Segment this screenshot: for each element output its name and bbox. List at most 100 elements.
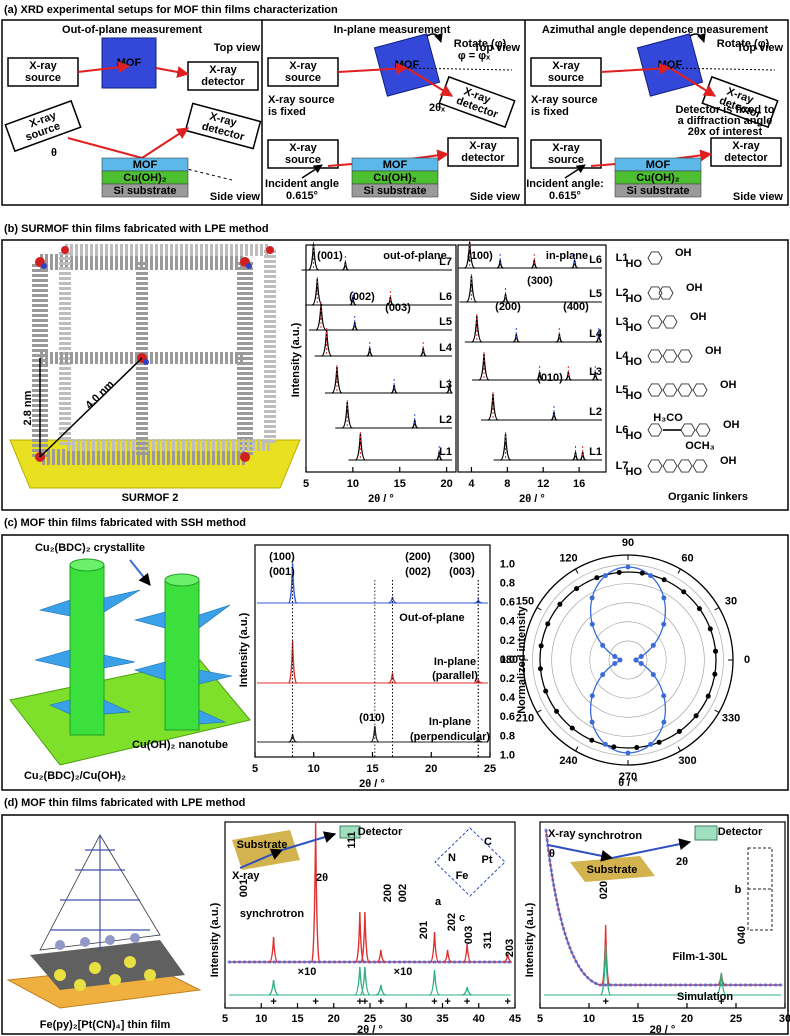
ring bbox=[647, 423, 663, 437]
label: MOF bbox=[133, 159, 158, 171]
label: 2θ / ° bbox=[359, 778, 385, 790]
dot bbox=[638, 653, 644, 659]
panel-a-frame bbox=[1, 19, 789, 206]
label: Si substrate bbox=[114, 185, 177, 197]
label: 0.615° bbox=[286, 190, 318, 202]
label: Cu₂(BDC)₂ crystallite bbox=[35, 542, 145, 554]
label: HO bbox=[626, 390, 643, 402]
dot bbox=[625, 564, 631, 570]
label: L2 bbox=[616, 287, 629, 299]
label: L7 bbox=[616, 460, 629, 472]
x-tick-label: 25 bbox=[364, 1013, 376, 1025]
panel-title: (b) SURMOF thin films fabricated with LP… bbox=[4, 223, 269, 235]
label: 001 bbox=[238, 879, 250, 897]
peak bbox=[430, 931, 439, 963]
label: L4 bbox=[589, 328, 603, 340]
label: φ = φₓ bbox=[458, 50, 491, 62]
label: Top view bbox=[474, 42, 521, 54]
plus: + bbox=[718, 996, 724, 1008]
label: 040 bbox=[736, 926, 748, 944]
label: Film-1-30L bbox=[672, 951, 727, 963]
angle-tick bbox=[714, 709, 720, 713]
x-tick-label: 20 bbox=[328, 1013, 340, 1025]
label: H₃CO bbox=[653, 412, 683, 424]
label: X-ray bbox=[732, 140, 760, 152]
ring bbox=[647, 459, 663, 473]
label: HO bbox=[626, 430, 643, 442]
beam bbox=[669, 67, 717, 97]
label: Side view bbox=[733, 191, 784, 203]
label: L5 bbox=[439, 316, 452, 328]
x-tick-label: 20 bbox=[425, 763, 437, 775]
ring bbox=[677, 459, 693, 473]
film-illustration bbox=[6, 834, 202, 1009]
box bbox=[710, 137, 782, 167]
angle-label: 180 bbox=[500, 654, 518, 666]
ring bbox=[647, 286, 663, 300]
label: 2θx of interest bbox=[688, 126, 763, 138]
x-tick-label: 8 bbox=[504, 478, 510, 490]
label: N bbox=[448, 852, 456, 864]
label: (001) bbox=[317, 250, 343, 262]
label: detector bbox=[461, 152, 505, 164]
label: 311 bbox=[482, 931, 494, 949]
dot bbox=[650, 642, 656, 648]
r-tick-label: 0.4 bbox=[500, 616, 516, 628]
peak bbox=[269, 936, 278, 963]
label: (010) bbox=[359, 712, 385, 724]
dot bbox=[681, 589, 687, 595]
label: OH bbox=[720, 379, 737, 391]
dot bbox=[648, 573, 654, 579]
label: HO bbox=[626, 258, 643, 270]
dot bbox=[543, 688, 549, 694]
dot bbox=[707, 626, 713, 632]
beam bbox=[155, 66, 190, 78]
peak bbox=[462, 943, 472, 963]
label: Top view bbox=[737, 42, 784, 54]
dot bbox=[639, 570, 645, 576]
surmof-illustration bbox=[9, 244, 301, 489]
peak bbox=[462, 986, 473, 996]
label: Detector bbox=[718, 826, 763, 838]
peak bbox=[503, 953, 512, 963]
label: Normalized intensity bbox=[516, 605, 528, 713]
peak bbox=[359, 966, 371, 996]
panel-d-frame bbox=[1, 814, 789, 1035]
box bbox=[4, 99, 82, 153]
ring bbox=[662, 383, 678, 397]
label: X-ray bbox=[209, 64, 237, 76]
peak bbox=[268, 979, 279, 996]
substrate bbox=[570, 856, 655, 882]
label: X-ray bbox=[232, 870, 260, 882]
x-tick-label: 10 bbox=[255, 1013, 267, 1025]
angle-label: 300 bbox=[678, 755, 696, 767]
polar-grid bbox=[570, 602, 686, 718]
label: 4.0 nm bbox=[83, 378, 116, 411]
label: X-ray bbox=[469, 140, 497, 152]
dot bbox=[557, 601, 563, 607]
label: (010) bbox=[537, 372, 563, 384]
dot bbox=[600, 642, 606, 648]
measured-baseline bbox=[545, 829, 781, 986]
x-tick-label: 30 bbox=[400, 1013, 412, 1025]
detector bbox=[339, 825, 361, 839]
label: X-ray bbox=[548, 828, 576, 840]
isotropic-fit bbox=[539, 571, 717, 749]
label: Top view bbox=[214, 42, 261, 54]
dot bbox=[625, 750, 631, 756]
x-tick-label: 10 bbox=[308, 763, 320, 775]
label: Cu(OH)₂ nanotube bbox=[132, 739, 228, 751]
angle-tick bbox=[677, 568, 681, 574]
ring bbox=[692, 459, 708, 473]
box bbox=[184, 102, 262, 150]
panel-title: (a) XRD experimental setups for MOF thin… bbox=[4, 4, 338, 16]
dot bbox=[705, 693, 711, 699]
label: a bbox=[435, 896, 442, 908]
ring bbox=[647, 315, 663, 329]
label: Cu(OH)₂ bbox=[123, 172, 166, 184]
setup-heading: Azimuthal angle dependence measurement bbox=[542, 24, 769, 36]
pointer bbox=[564, 164, 586, 179]
dot bbox=[650, 672, 656, 678]
polar-grid bbox=[589, 621, 667, 699]
